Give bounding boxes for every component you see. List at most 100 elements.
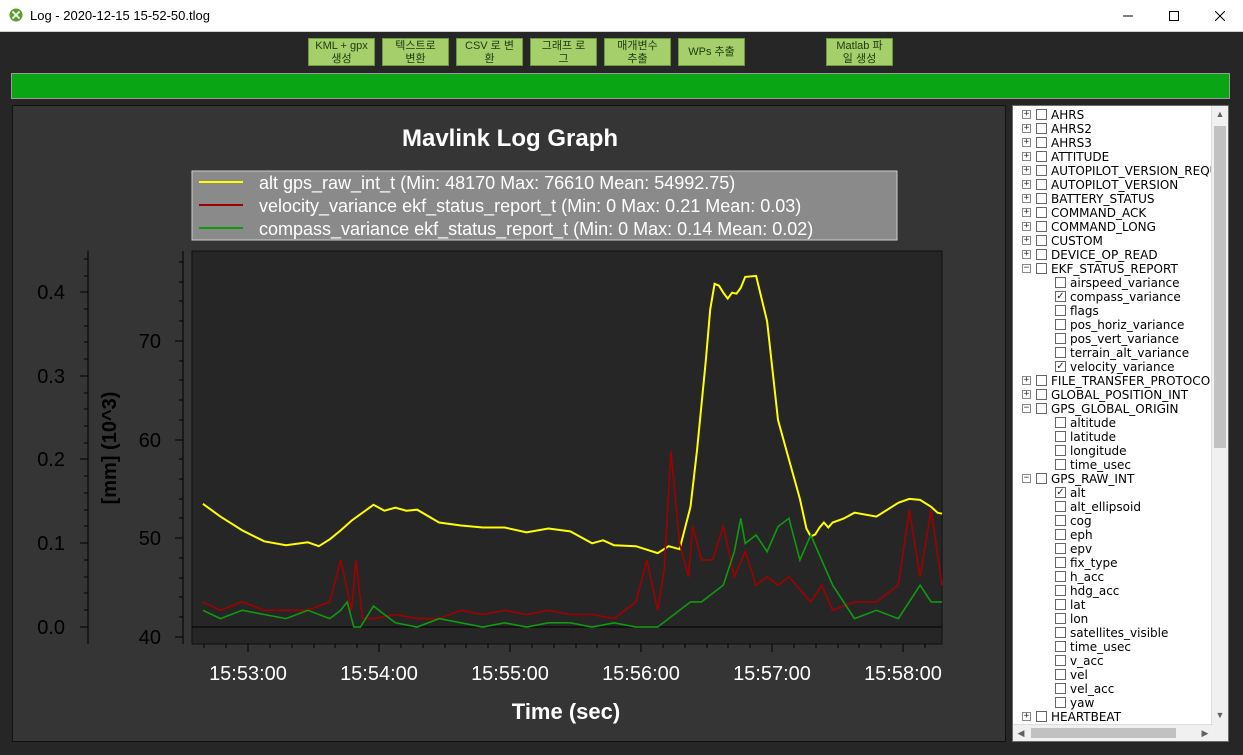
checkbox[interactable] [1055, 627, 1066, 638]
log-graph-chart[interactable]: Mavlink Log Graph alt gps_raw_int_t (Min… [13, 106, 1005, 741]
button-label-line2: 생성 [331, 53, 352, 65]
button-label-line1: 그래프 로 [541, 40, 586, 52]
chart-legend: alt gps_raw_int_t (Min: 48170 Max: 76610… [191, 170, 898, 241]
checkbox-checked[interactable]: ✓ [1055, 487, 1066, 498]
expand-icon[interactable]: + [1022, 389, 1031, 399]
expand-icon[interactable]: + [1022, 249, 1031, 259]
expand-icon[interactable]: + [1022, 711, 1031, 721]
checkbox[interactable] [1055, 459, 1066, 470]
checkbox[interactable] [1055, 445, 1066, 456]
right-axis-tick-label: 60 [139, 430, 161, 452]
checkbox[interactable] [1055, 655, 1066, 666]
checkbox[interactable] [1055, 501, 1066, 512]
scrollbar-thumb[interactable] [1214, 126, 1226, 448]
checkbox[interactable] [1055, 319, 1066, 330]
checkbox[interactable] [1036, 165, 1047, 176]
checkbox[interactable] [1055, 431, 1066, 442]
checkbox[interactable] [1036, 711, 1047, 722]
checkbox[interactable] [1055, 543, 1066, 554]
close-icon [1215, 10, 1225, 21]
expand-icon[interactable]: + [1022, 375, 1031, 385]
checkbox[interactable] [1036, 221, 1047, 232]
checkbox[interactable] [1055, 305, 1066, 316]
convert-text-button[interactable]: 텍스트로 변환 [382, 38, 449, 66]
minimize-button[interactable] [1105, 0, 1151, 31]
checkbox[interactable] [1055, 557, 1066, 568]
checkbox[interactable] [1036, 151, 1047, 162]
legend-label-compass: compass_variance ekf_status_report_t (Mi… [259, 219, 813, 240]
scrollbar-thumb[interactable] [1031, 728, 1176, 738]
checkbox[interactable] [1036, 137, 1047, 148]
tree-horizontal-scrollbar[interactable]: ◀ ▶ [1013, 724, 1213, 741]
expand-icon[interactable]: + [1022, 235, 1031, 245]
checkbox[interactable] [1055, 347, 1066, 358]
scroll-down-icon[interactable]: ▼ [1215, 710, 1225, 720]
kml-gpx-button[interactable]: KML + gpx 생성 [308, 38, 375, 66]
checkbox[interactable] [1036, 389, 1047, 400]
expand-icon[interactable]: + [1022, 165, 1031, 175]
tree-item-label: fix_type [1070, 556, 1118, 570]
checkbox[interactable] [1036, 193, 1047, 204]
checkbox[interactable] [1055, 529, 1066, 540]
expand-icon[interactable]: + [1022, 137, 1031, 147]
expand-icon[interactable]: + [1022, 221, 1031, 231]
checkbox[interactable] [1055, 683, 1066, 694]
graph-log-button[interactable]: 그래프 로 그 [530, 38, 597, 66]
field-tree[interactable]: + AHRS + AHRS2 + AHRS3 + ATTITUDE + AUTOPILOT_VER… [1012, 105, 1229, 742]
checkbox[interactable] [1036, 179, 1047, 190]
checkbox[interactable] [1036, 109, 1047, 120]
checkbox[interactable] [1055, 697, 1066, 708]
close-button[interactable] [1197, 0, 1243, 31]
checkbox[interactable] [1036, 473, 1047, 484]
plot-area[interactable] [191, 250, 943, 645]
extract-params-button[interactable]: 매개변수 추출 [604, 38, 671, 66]
tree-item-label: COMMAND_LONG [1051, 220, 1156, 234]
checkbox[interactable] [1055, 277, 1066, 288]
checkbox[interactable] [1036, 123, 1047, 134]
checkbox[interactable] [1055, 515, 1066, 526]
expand-icon[interactable]: + [1022, 123, 1031, 133]
checkbox[interactable] [1055, 613, 1066, 624]
expand-icon[interactable]: + [1022, 151, 1031, 161]
checkbox-checked[interactable]: ✓ [1055, 361, 1066, 372]
checkbox[interactable] [1036, 375, 1047, 386]
scroll-right-icon[interactable]: ▶ [1201, 728, 1209, 738]
right-axis-minor-ticks [179, 261, 183, 618]
checkbox[interactable] [1036, 403, 1047, 414]
collapse-icon[interactable]: − [1022, 403, 1031, 413]
checkbox[interactable] [1055, 571, 1066, 582]
expand-icon[interactable]: + [1022, 207, 1031, 217]
expand-icon[interactable]: + [1022, 179, 1031, 189]
matlab-file-button[interactable]: Matlab 파 일 생성 [826, 38, 893, 66]
checkbox[interactable] [1036, 235, 1047, 246]
checkbox[interactable] [1055, 669, 1066, 680]
convert-csv-button[interactable]: CSV 로 변 환 [456, 38, 523, 66]
graph-panel[interactable]: Mavlink Log Graph alt gps_raw_int_t (Min… [12, 105, 1006, 742]
tree-item-label: pos_vert_variance [1070, 332, 1179, 346]
checkbox[interactable] [1055, 417, 1066, 428]
checkbox[interactable] [1036, 249, 1047, 260]
checkbox[interactable] [1055, 585, 1066, 596]
checkbox-checked[interactable]: ✓ [1055, 291, 1066, 302]
checkbox[interactable] [1036, 207, 1047, 218]
expand-icon[interactable]: + [1022, 109, 1031, 119]
tree-vertical-scrollbar[interactable]: ▲ ▼ [1211, 106, 1228, 741]
tree-item-label: GPS_RAW_INT [1051, 472, 1135, 486]
maximize-button[interactable] [1151, 0, 1197, 31]
button-label-line2: 그 [558, 53, 569, 65]
button-label-line2: 환 [484, 53, 495, 65]
expand-icon[interactable]: + [1022, 193, 1031, 203]
checkbox[interactable] [1055, 599, 1066, 610]
button-label-line1: CSV 로 변 [465, 40, 514, 52]
button-label-line1: 텍스트로 [395, 40, 436, 52]
scroll-up-icon[interactable]: ▲ [1215, 109, 1225, 119]
extract-wps-button[interactable]: WPs 추출 [678, 38, 745, 66]
checkbox[interactable] [1055, 333, 1066, 344]
checkbox[interactable] [1036, 263, 1047, 274]
tree-item-label: compass_variance [1070, 290, 1181, 304]
checkbox[interactable] [1055, 641, 1066, 652]
collapse-icon[interactable]: − [1022, 263, 1031, 273]
minimize-icon [1123, 15, 1133, 16]
scroll-left-icon[interactable]: ◀ [1017, 728, 1025, 738]
collapse-icon[interactable]: − [1022, 473, 1031, 483]
